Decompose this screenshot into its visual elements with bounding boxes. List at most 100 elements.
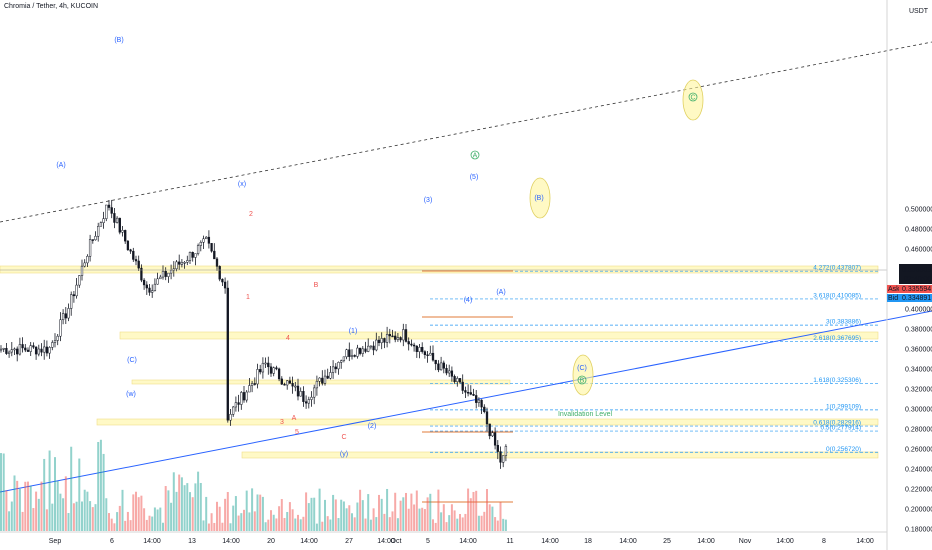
volume-bar	[97, 441, 100, 531]
candle-body	[267, 362, 270, 368]
volume-bar	[477, 515, 480, 531]
fib-level-label: 1.618(0.325306)	[813, 377, 861, 384]
y-tick-label: 0.460000	[905, 247, 932, 254]
volume-bar	[102, 453, 105, 531]
candle-body	[313, 387, 316, 398]
volume-bar	[159, 507, 162, 531]
upper-trendline	[0, 41, 932, 223]
ask-box	[899, 285, 932, 293]
candle-body	[283, 383, 286, 386]
candle-body	[113, 213, 116, 223]
volume-bar	[445, 522, 448, 531]
wave-label: B	[314, 282, 319, 289]
volume-bar	[113, 523, 116, 531]
volume-bar	[386, 488, 389, 531]
candle-body	[394, 335, 397, 340]
candle-body	[7, 351, 11, 354]
last-price-box	[899, 264, 932, 284]
candle-body	[94, 235, 97, 241]
volume-bar	[480, 515, 483, 531]
y-tick-label: 0.400000	[905, 307, 932, 314]
volume-bar	[413, 504, 416, 531]
volume-bar	[286, 511, 289, 531]
candle-body	[16, 348, 19, 355]
x-tick-label: 8	[822, 538, 826, 545]
x-tick-label: 18	[584, 538, 592, 545]
volume-bar	[151, 516, 154, 531]
candle-body	[361, 348, 364, 354]
wave-label: (w)	[126, 391, 136, 398]
candle-body	[323, 375, 327, 384]
volume-bar	[72, 503, 75, 531]
volume-bar	[162, 522, 164, 531]
candle-body	[2, 348, 5, 350]
y-tick-label: 0.260000	[905, 447, 932, 454]
x-tick-label: Sep	[49, 538, 62, 545]
candle-body	[121, 230, 124, 233]
volume-bar	[426, 497, 429, 531]
volume-bar	[24, 481, 27, 531]
candle-body	[51, 342, 54, 348]
candle-body	[329, 372, 332, 379]
candle-body	[488, 423, 491, 437]
volume-bar	[437, 489, 440, 531]
x-tick-label: 11	[506, 538, 513, 545]
candle-body	[296, 385, 300, 397]
volume-bar	[75, 501, 78, 531]
y-tick-label: 0.300000	[905, 407, 932, 414]
wave-label: 2	[249, 211, 253, 218]
candle-body	[291, 383, 294, 387]
candle-body	[75, 284, 78, 297]
candle-body	[461, 381, 464, 391]
volume-bar	[172, 472, 175, 531]
volume-bar	[108, 513, 110, 531]
candle-body	[40, 348, 43, 353]
candle-body	[137, 260, 140, 269]
volume-bar	[378, 494, 380, 531]
candle-body	[367, 345, 370, 352]
volume-bar	[351, 513, 353, 531]
candle-body	[242, 392, 246, 401]
volume-bar	[499, 502, 502, 531]
volume-bar	[186, 483, 189, 531]
candle-body	[412, 344, 416, 347]
volume-bar	[178, 474, 181, 531]
candle-body	[299, 391, 302, 397]
volume-bar	[313, 497, 316, 531]
candle-body	[64, 313, 67, 319]
x-tick-label: 5	[426, 538, 430, 545]
volume-bar	[383, 513, 386, 531]
candle-body	[24, 347, 27, 351]
candle-body	[213, 250, 216, 260]
candle-body	[88, 239, 92, 257]
volume-bar	[494, 517, 497, 531]
volume-bar	[332, 494, 335, 531]
candle-body	[72, 294, 76, 297]
candle-body	[126, 240, 130, 251]
x-tick-label: Nov	[739, 538, 752, 545]
volume-bar	[302, 516, 305, 531]
candle-body	[264, 362, 267, 365]
volume-bar	[78, 458, 81, 531]
volume-bar	[0, 453, 2, 531]
volume-bar	[483, 511, 486, 531]
candle-body	[199, 242, 202, 246]
support-resistance-zone	[241, 451, 879, 459]
volume-bar	[388, 517, 391, 531]
wave-label: C	[341, 434, 346, 441]
candle-body	[102, 218, 105, 223]
candle-body	[348, 349, 351, 357]
candle-body	[431, 352, 435, 361]
candle-body	[153, 283, 157, 291]
volume-bar	[13, 475, 16, 531]
volume-bar	[86, 491, 89, 531]
y-tick-label: 0.240000	[905, 467, 932, 474]
volume-bar	[232, 505, 235, 531]
candle-body	[377, 339, 381, 344]
candle-body	[302, 391, 305, 402]
volume-bar	[105, 498, 108, 531]
volume-bar	[226, 492, 229, 531]
volume-bar	[224, 498, 227, 531]
candle-body	[142, 279, 146, 286]
